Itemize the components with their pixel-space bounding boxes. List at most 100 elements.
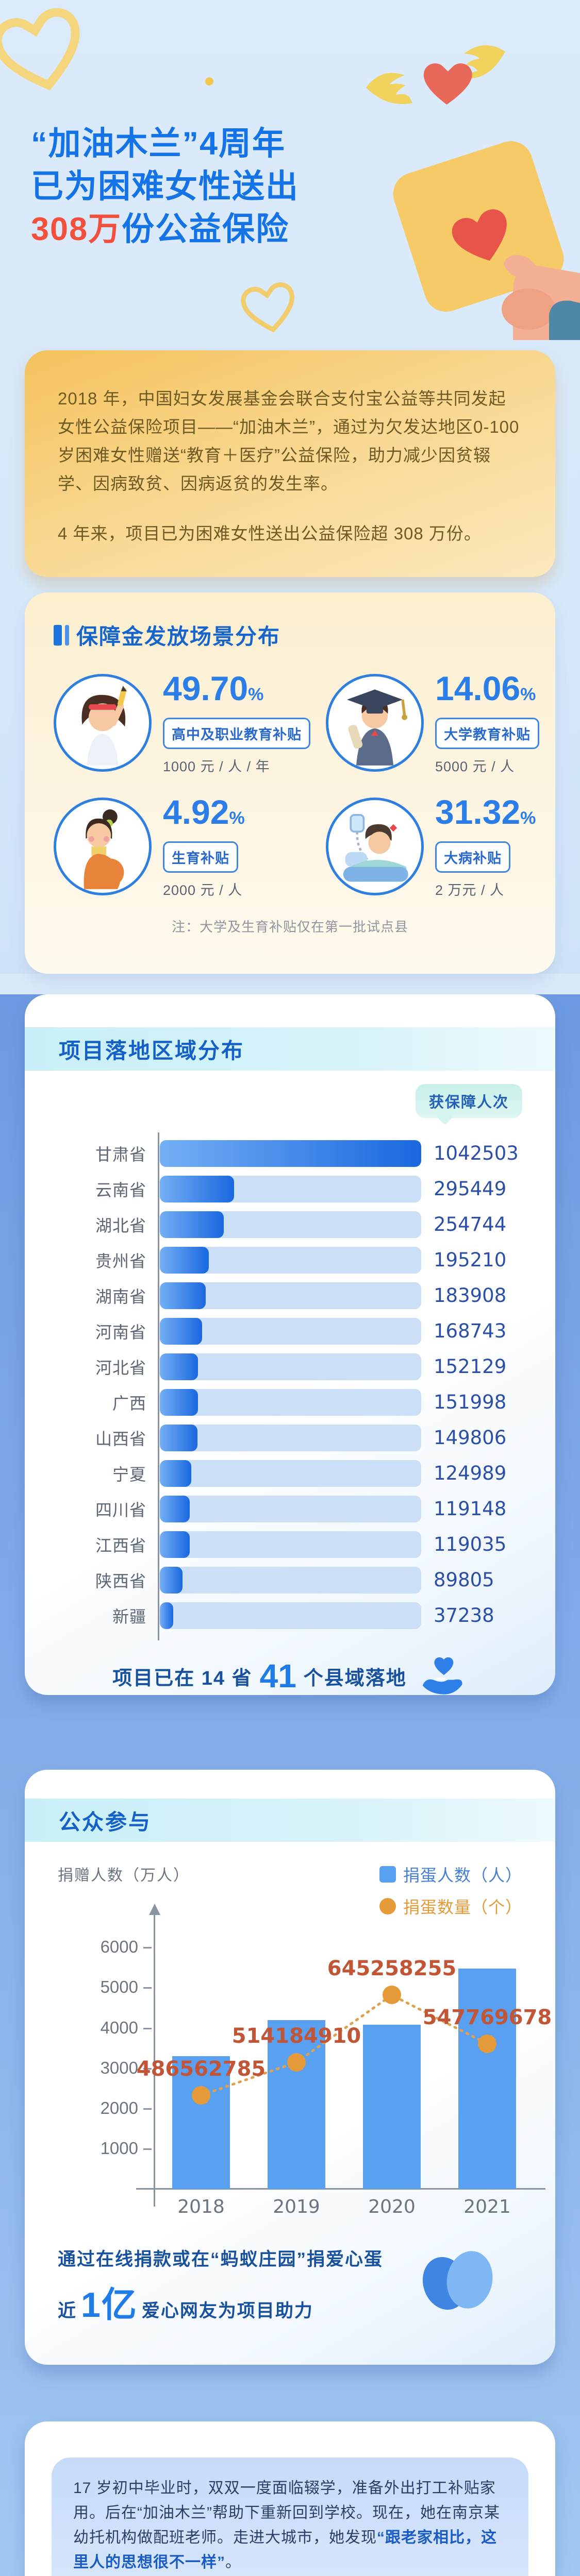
stat-col: 49.70% 高中及职业教育补贴 1000 元 / 人 / 年 [163, 670, 310, 775]
intro-card: 2018 年，中国妇女发展基金会联合支付宝公益等共同发起女性公益保险项目——“加… [25, 350, 555, 577]
region-bar-track [160, 1353, 421, 1380]
hand-heart-icon [422, 1657, 462, 1694]
chart-legend: 捐蛋人数（人） 捐蛋数量（个） [379, 1862, 522, 1918]
story-bubble: 17 岁初中毕业时，双双一度面临辍学，准备外出打工补贴家用。后在“加油木兰”帮助… [52, 2458, 528, 2576]
region-title: 项目落地区域分布 [59, 1038, 245, 1063]
chart-bar [458, 1968, 516, 2189]
region-label: 广西 [112, 1394, 146, 1413]
region-label: 河南省 [95, 1323, 146, 1342]
region-bar [160, 1602, 174, 1629]
region-row: 河南省 168743 [55, 1313, 525, 1349]
region-label: 云南省 [95, 1180, 146, 1199]
scenes-inner: 保障金发放场景分布 49 [25, 592, 555, 936]
tag-row: 获保障人次 [25, 1071, 555, 1118]
value-label-tag: 获保障人次 [415, 1084, 522, 1118]
chart-bar [172, 2056, 230, 2189]
region-label: 河北省 [95, 1358, 146, 1377]
stat-label: 生育补贴 [163, 841, 238, 873]
region-bar-track [160, 1602, 421, 1629]
region-bar-track [160, 1531, 421, 1558]
data-label: 645258255 [327, 1957, 457, 1981]
region-bar [160, 1353, 198, 1380]
y-axis-tick: 6000 [76, 1937, 152, 1957]
region-bar-track [160, 1317, 421, 1345]
region-label: 贵州省 [95, 1251, 146, 1270]
stories-card: 17 岁初中毕业时，双双一度面临辍学，准备外出打工补贴家用。后在“加油木兰”帮助… [25, 2421, 555, 2576]
region-value: 254744 [434, 1213, 507, 1235]
summary-suffix: 个县域落地 [303, 1667, 407, 1689]
patient-in-bed-icon [326, 798, 424, 895]
region-bar-track [160, 1388, 421, 1416]
outlined-heart-icon [0, 8, 80, 91]
legend-bar-label: 捐蛋人数（人） [403, 1866, 522, 1885]
region-label: 江西省 [95, 1536, 146, 1555]
region-bar [160, 1460, 191, 1487]
data-label: 547769678 [422, 2005, 552, 2029]
region-bar-chart: 甘肃省 1042503 云南省 295449 湖北省 254744 贵州省 195210 湖南省… [55, 1132, 525, 1640]
winged-heart-icon [366, 45, 505, 105]
title-line-3: 308万份公益保险 [31, 208, 299, 251]
ant-line2-highlight: 1亿 [81, 2285, 138, 2325]
y-axis-label: 捐赠人数（万人） [58, 1867, 190, 1884]
page-title: “加油木兰”4周年 已为困难女性送出 308万份公益保险 [31, 123, 299, 251]
region-bar [160, 1282, 206, 1309]
region-value: 151998 [434, 1391, 507, 1413]
blue-section: 项目落地区域分布 获保障人次 甘肃省 1042503 云南省 295449 湖北省 254… [0, 994, 580, 2576]
region-value: 168743 [434, 1320, 507, 1342]
participation-title-band: 公众参与 [25, 1799, 555, 1842]
scenes-note: 注：大学及生育补贴仅在第一批试点县 [171, 919, 408, 935]
region-row: 甘肃省 1042503 [55, 1136, 525, 1171]
y-axis-tick: 4000 [76, 2018, 152, 2038]
chart-dot [383, 1986, 401, 2005]
stat-amount: 2000 元 / 人 [163, 883, 243, 898]
region-bar [160, 1211, 224, 1238]
region-label: 湖南省 [95, 1287, 146, 1306]
y-axis-tick: 2000 [76, 2098, 152, 2118]
y-axis-arrow-icon [149, 1904, 160, 1915]
region-row: 河北省 152129 [55, 1349, 525, 1384]
region-bar [160, 1140, 421, 1167]
ant-line2-rest: 爱心网友为项目助力 [141, 2301, 313, 2321]
region-bar-track [160, 1566, 421, 1594]
love-eggs-icon [422, 2251, 493, 2310]
outlined-heart-icon [241, 282, 295, 333]
region-value: 124989 [434, 1462, 507, 1484]
data-label: 514184910 [231, 2024, 361, 2048]
region-bar [160, 1246, 209, 1274]
stat-percent: 49.70% [163, 669, 264, 707]
region-row: 江西省 119035 [55, 1527, 525, 1562]
region-bar [160, 1566, 183, 1594]
region-bar-track [160, 1424, 421, 1451]
region-title-band: 项目落地区域分布 [25, 1027, 555, 1071]
combo-chart-plot: 1000 2000 3000 4000 5000 6000 486562785 5141849… [101, 1904, 552, 2207]
region-bar-track [160, 1140, 421, 1167]
story-tail: 。 [225, 2554, 241, 2571]
heading-bars-icon [54, 624, 69, 646]
region-bar [160, 1531, 190, 1558]
data-label: 486562785 [136, 2057, 266, 2081]
chart-head: 捐赠人数（万人） 捐蛋人数（人） 捐蛋数量（个） [25, 1842, 555, 1918]
student-girl-icon [54, 674, 152, 772]
region-bar-track [160, 1211, 421, 1238]
ant-farm-block: 通过在线捐款或在“蚂蚁庄园”捐爱心蛋 近 1亿 爱心网友为项目助力 [58, 2245, 522, 2327]
stat-label: 大病补贴 [435, 841, 510, 873]
stories-list: 17 岁初中毕业时，双双一度面临辍学，准备外出打工补贴家用。后在“加油木兰”帮助… [25, 2421, 555, 2576]
region-label: 新疆 [112, 1607, 146, 1626]
region-axis-line [158, 1132, 159, 1640]
region-value: 1042503 [434, 1142, 519, 1164]
intro-paragraph-2: 4 年来，项目已为困难女性送出公益保险超 308 万份。 [58, 524, 482, 543]
top-section: “加油木兰”4周年 已为困难女性送出 308万份公益保险 2018 年，中国妇女… [0, 0, 580, 974]
dot-swatch-icon [379, 1898, 396, 1914]
year-label: 2019 [273, 2196, 320, 2217]
participation-card: 公众参与 捐赠人数（万人） 捐蛋人数（人） 捐蛋数量（个） [25, 1770, 555, 2365]
region-bar [160, 1424, 197, 1451]
stat-illness: 31.32% 大病补贴 2 万元 / 人 [326, 794, 539, 899]
region-value: 37238 [434, 1604, 494, 1626]
scenes-card: 保障金发放场景分布 49 [25, 592, 555, 974]
dot-icon [205, 77, 213, 86]
legend-item-dot: 捐蛋数量（个） [379, 1894, 522, 1918]
stat-col: 14.06% 大学教育补贴 5000 元 / 人 [435, 670, 539, 775]
stat-label: 高中及职业教育补贴 [163, 718, 310, 749]
stat-university: 14.06% 大学教育补贴 5000 元 / 人 [326, 670, 539, 775]
ant-line-2: 近 1亿 爱心网友为项目助力 [58, 2276, 522, 2327]
